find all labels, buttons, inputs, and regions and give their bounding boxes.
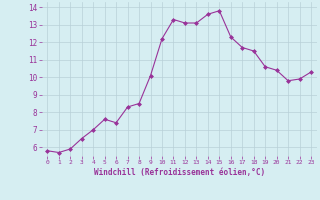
X-axis label: Windchill (Refroidissement éolien,°C): Windchill (Refroidissement éolien,°C) — [94, 168, 265, 177]
